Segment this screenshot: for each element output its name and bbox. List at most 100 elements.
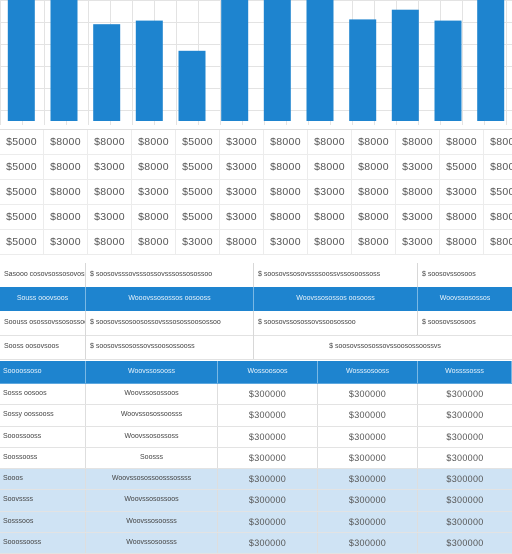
table-row[interactable]: Sosssoos Woovssosoosss $300000 $300000 $3000… — [0, 511, 512, 534]
table-cell: $300000 — [218, 533, 318, 554]
value-cell: $8000 — [352, 155, 396, 180]
table-cell: $300000 — [446, 516, 484, 527]
value-cell: $8000 — [352, 130, 396, 155]
value-cell: $3000 — [396, 155, 440, 180]
value-cell: $8000 — [308, 155, 352, 180]
column-header[interactable]: Wossoosoos — [218, 361, 318, 383]
summary-block: Sasooo cosovsossosovossooov $ soosovssso… — [0, 263, 512, 360]
table-row[interactable]: Sossy oossooss Woovssosossoosss $300000 $30… — [0, 405, 512, 427]
value-cell: $5000 — [440, 155, 484, 180]
table-cell: $300000 — [318, 469, 418, 490]
column-header[interactable]: Woovssosooss — [86, 361, 218, 383]
summary-cell: $ soosovsssovsssossovsssossosossoo — [86, 263, 254, 287]
value-cell: $8000 — [132, 205, 176, 230]
table-cell: Soosss — [86, 447, 218, 469]
value-cell: $8000 — [484, 205, 512, 230]
value-cell: $3000 — [88, 155, 132, 180]
bar[interactable] — [391, 9, 419, 122]
summary-header-cell: Woovssosossos — [439, 295, 491, 302]
table-cell: Sooos — [0, 469, 86, 490]
bar[interactable] — [178, 50, 206, 121]
table-cell: $300000 — [218, 511, 318, 533]
column-header[interactable]: Soooossoso — [0, 361, 86, 383]
table-row[interactable]: Sooossooss Woovssosossoss $300000 $300000 $3… — [0, 426, 512, 448]
value-cell: $5000 — [0, 155, 44, 180]
value-cell: $8000 — [440, 230, 484, 255]
value-cell: $3000 — [220, 130, 264, 155]
value-cell: $8000 — [44, 180, 88, 205]
bar[interactable] — [50, 0, 78, 121]
table-header-row: Soooossoso Woovssosooss Wossoosoos Wosss… — [0, 361, 512, 384]
table-row[interactable]: Soovssss Woovssosossoos $300000 $300000 $300… — [0, 490, 512, 512]
value-cell: $8000 — [88, 130, 132, 155]
value-cell: $8000 — [44, 205, 88, 230]
summary-header-cell: Souss ooovsoos — [0, 287, 86, 311]
table-cell: $300000 — [218, 384, 318, 405]
value-cell: $8000 — [440, 130, 484, 155]
table-row[interactable]: Sosss oosoos Woovssosossoos $300000 $300000… — [0, 384, 512, 406]
value-cell: $8000 — [132, 230, 176, 255]
table-cell: $300000 — [318, 384, 418, 405]
table-row[interactable]: Soossooss Soosss $300000 $300000 $300000 — [0, 447, 512, 470]
column-header[interactable]: Wosssosooss — [318, 361, 418, 383]
value-cell: $8000 — [308, 230, 352, 255]
table-cell: Sossy oossooss — [0, 405, 86, 426]
table-cell: Soossooss — [0, 447, 86, 469]
bar[interactable] — [93, 24, 121, 122]
value-cell: $8000 — [484, 230, 512, 255]
bar[interactable] — [221, 0, 249, 121]
table-cell: Woovssosossoosssossss — [86, 469, 218, 490]
value-cell: $8000 — [484, 155, 512, 180]
value-cell: $3000 — [220, 180, 264, 205]
summary-row: Soouss osossovssosossoo $ soosovssosooso… — [0, 311, 512, 336]
summary-header-cell: Wooovssosossos oosooss — [86, 287, 254, 311]
value-grid: $5000 $8000 $8000 $8000 $5000 $3000 $8000 $8000… — [0, 129, 512, 255]
value-cell: $8000 — [484, 130, 512, 155]
table-cell: Woovssosossoos — [86, 384, 218, 405]
table-cell: Woovssosoosss — [86, 511, 218, 533]
table-cell: $300000 — [318, 490, 418, 511]
value-cell: $8000 — [88, 180, 132, 205]
table-row[interactable]: Sooos Woovssosossoosssossss $300000 $300000… — [0, 469, 512, 491]
value-cell: $5000 — [0, 130, 44, 155]
bar[interactable] — [263, 0, 291, 121]
value-cell: $3000 — [396, 205, 440, 230]
value-cell: $8000 — [264, 130, 308, 155]
bar[interactable] — [477, 0, 505, 121]
value-cell: $3000 — [176, 230, 220, 255]
value-cell: $8000 — [440, 205, 484, 230]
bar-chart — [0, 0, 512, 125]
bar[interactable] — [434, 20, 462, 122]
value-cell: $8000 — [132, 130, 176, 155]
value-cell: $8000 — [132, 155, 176, 180]
table-cell: Soovssss — [0, 490, 86, 511]
value-cell: $3000 — [264, 230, 308, 255]
table-cell: Sosss oosoos — [0, 384, 86, 405]
bar[interactable] — [349, 19, 377, 121]
table-cell: $300000 — [446, 495, 484, 506]
table-cell: $300000 — [218, 469, 318, 490]
value-cell: $5000 — [484, 180, 512, 205]
bar[interactable] — [135, 20, 163, 122]
data-table: Soooossoso Woovssosooss Wossoosoos Wosss… — [0, 361, 512, 554]
summary-cell: Sooss oosovsoos — [0, 335, 86, 359]
column-header[interactable]: Wossssosss — [418, 361, 512, 383]
value-cell: $8000 — [44, 155, 88, 180]
value-cell: $8000 — [88, 230, 132, 255]
bar[interactable] — [306, 0, 334, 121]
table-cell: $300000 — [218, 405, 318, 426]
value-cell: $5000 — [176, 180, 220, 205]
summary-cell: $ soosovssosossovssoosossoossvs — [329, 343, 441, 350]
bar[interactable] — [7, 0, 35, 121]
bar-chart-plot — [7, 0, 505, 122]
value-cell: $8000 — [44, 130, 88, 155]
table-row[interactable]: Sooossooss Woovssosoosss $300000 $300000 $30… — [0, 533, 512, 554]
table-cell: $300000 — [318, 447, 418, 469]
value-cell: $5000 — [176, 155, 220, 180]
value-cell: $3000 — [440, 180, 484, 205]
value-cell: $8000 — [352, 180, 396, 205]
value-cell: $3000 — [44, 230, 88, 255]
table-cell: $300000 — [318, 426, 418, 447]
table-cell: Woovssosoosss — [86, 533, 218, 554]
table-cell: Woovssosossoos — [86, 490, 218, 511]
